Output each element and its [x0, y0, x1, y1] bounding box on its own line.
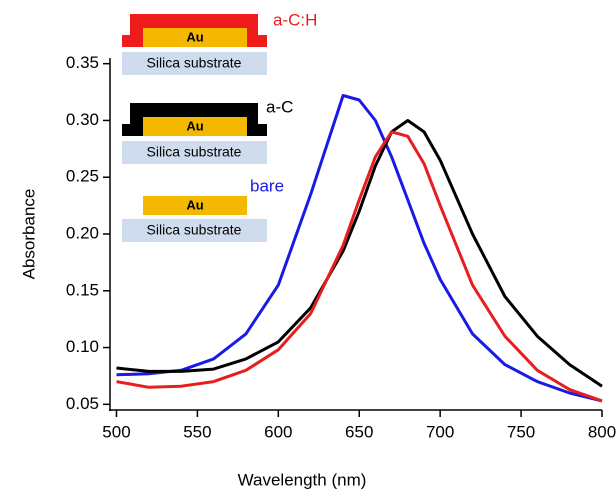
- y-tick-label: 0.10: [66, 337, 99, 356]
- annotation: a-C:H: [273, 10, 317, 29]
- x-axis-label: Wavelength (nm): [238, 470, 367, 489]
- y-tick-label: 0.20: [66, 223, 99, 242]
- x-tick-label: 650: [345, 422, 373, 441]
- x-tick-label: 550: [183, 422, 211, 441]
- x-tick-label: 750: [507, 422, 535, 441]
- series-line: [116, 119, 603, 388]
- au-label: Au: [186, 197, 203, 212]
- au-block: [143, 196, 247, 215]
- substrate-label: Silica substrate: [147, 144, 242, 160]
- substrate-block: [122, 52, 267, 75]
- y-tick-label: 0.30: [66, 110, 99, 129]
- y-tick-label: 0.15: [66, 280, 99, 299]
- substrate-block: [122, 219, 267, 242]
- y-tick-label: 0.25: [66, 167, 99, 186]
- y-tick-label: 0.05: [66, 394, 99, 413]
- annotation: bare: [250, 176, 284, 195]
- series-line: [116, 130, 603, 403]
- series-line: [116, 94, 603, 403]
- inset-bottom: Au Silica substrate bare: [122, 176, 284, 242]
- au-block: [143, 117, 247, 136]
- inset-top: Au Silica substrate a-C:H: [122, 10, 317, 75]
- x-tick-label: 600: [264, 422, 292, 441]
- substrate-label: Silica substrate: [147, 55, 242, 71]
- y-axis-label: Absorbance: [19, 189, 38, 280]
- substrate-label: Silica substrate: [147, 222, 242, 238]
- au-label: Au: [186, 29, 203, 44]
- au-label: Au: [186, 118, 203, 133]
- au-block: [143, 28, 247, 47]
- inset-middle: Au Silica substrate a-C: [122, 97, 293, 164]
- x-tick-label: 500: [102, 422, 130, 441]
- y-tick-label: 0.35: [66, 53, 99, 72]
- annotation: a-C: [266, 97, 293, 116]
- substrate-block: [122, 141, 267, 164]
- x-tick-label: 800: [588, 422, 616, 441]
- x-tick-label: 700: [426, 422, 454, 441]
